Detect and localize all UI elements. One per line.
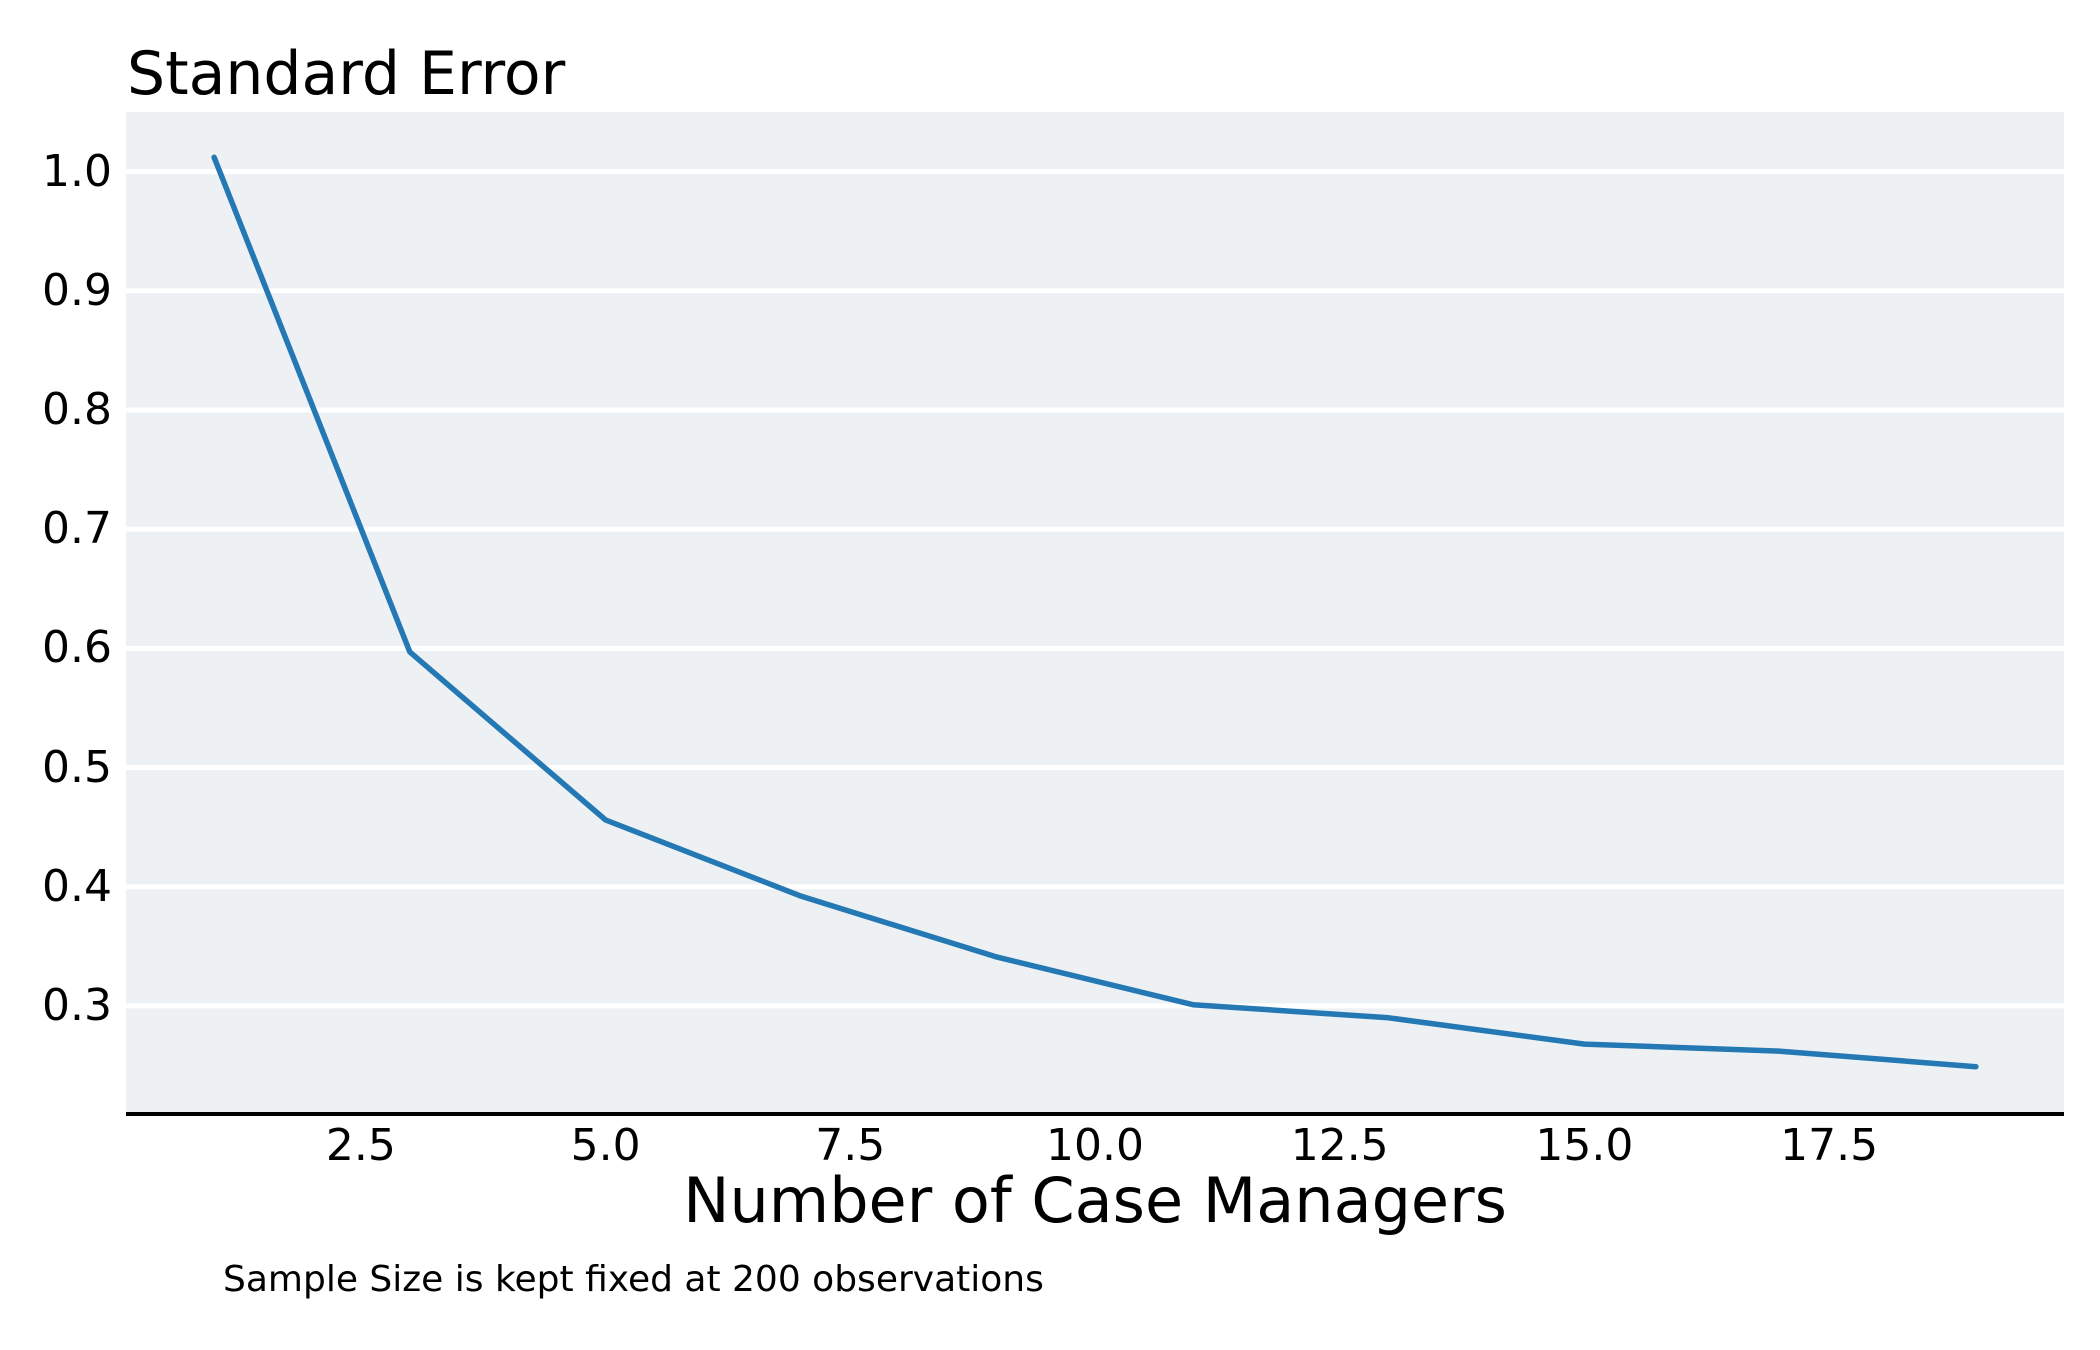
plot-background [126,112,2064,1112]
x-tick-label: 2.5 [325,1120,396,1171]
chart-title: Standard Error [127,39,566,109]
standard-error-line [211,154,1979,1070]
x-tick-label: 17.5 [1780,1120,1879,1171]
y-tick-label: 0.9 [42,264,112,316]
x-tick-label: 10.0 [1046,1120,1144,1171]
y-tick-label: 1.0 [42,145,112,197]
y-tick-label: 0.8 [42,383,112,435]
y-tick-label: 0.7 [42,503,112,555]
x-tick-label: 7.5 [815,1120,886,1171]
x-tick-label: 5.0 [570,1120,641,1171]
x-tick-label: 12.5 [1290,1120,1389,1171]
y-tick-label: 0.6 [42,622,112,674]
x-axis-label: Number of Case Managers [683,1164,1507,1237]
caption: Sample Size is kept fixed at 200 observa… [223,1259,1044,1300]
y-tick-label: 0.3 [42,979,112,1031]
x-tick-label: 15.0 [1535,1120,1634,1171]
y-tick-label: 0.5 [42,741,112,793]
y-tick-label: 0.4 [42,860,112,912]
